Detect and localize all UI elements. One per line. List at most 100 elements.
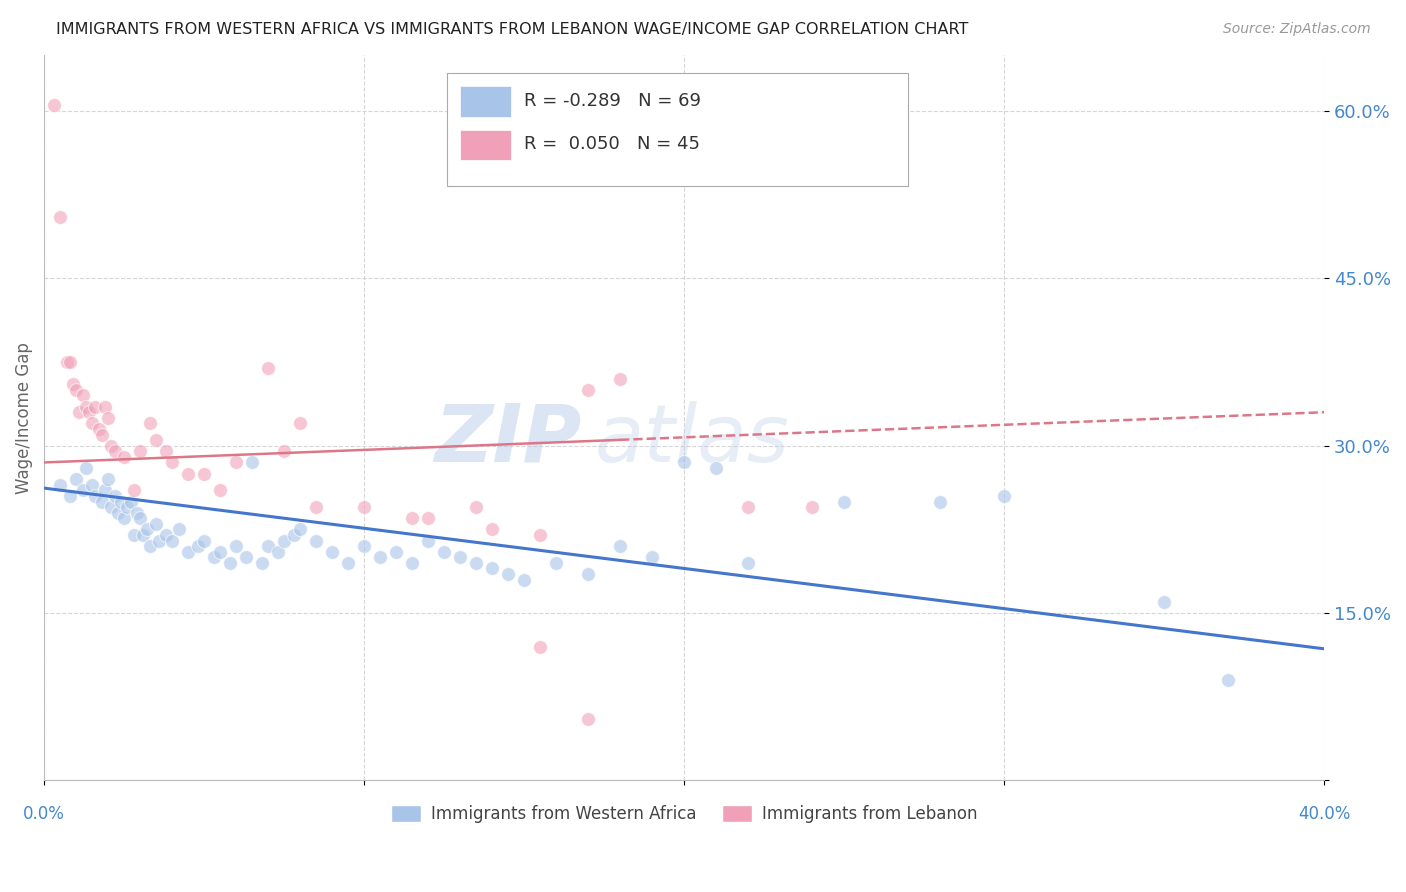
Text: 0.0%: 0.0% (22, 805, 65, 823)
Point (353, 500, 375, 514)
Y-axis label: Wage/Income Gap: Wage/Income Gap (15, 342, 32, 494)
Point (148, 533, 170, 548)
Point (112, 450, 135, 464)
Point (218, 556, 240, 570)
Point (100, 439, 122, 453)
Point (209, 545, 232, 559)
Point (353, 539, 375, 553)
Point (94, 400, 117, 414)
Point (416, 533, 439, 548)
Point (90, 427, 112, 442)
Point (160, 455, 183, 469)
Point (155, 444, 177, 458)
Point (77, 405, 100, 419)
Point (529, 528, 551, 542)
Point (368, 550, 391, 565)
Point (993, 489, 1015, 503)
Point (641, 550, 664, 565)
Point (337, 556, 360, 570)
Point (59, 489, 82, 503)
Point (138, 417, 160, 431)
Point (273, 533, 295, 548)
Point (135, 522, 157, 536)
Point (288, 522, 311, 536)
Point (125, 506, 148, 520)
Point (193, 533, 215, 548)
Point (283, 528, 305, 542)
Point (704, 461, 727, 475)
Point (138, 539, 160, 553)
Point (117, 500, 139, 514)
Point (59, 355, 82, 369)
Point (87, 422, 110, 436)
Point (120, 494, 142, 508)
Point (193, 467, 215, 481)
Text: atlas: atlas (595, 401, 789, 479)
Point (145, 516, 167, 531)
Point (273, 444, 295, 458)
Point (209, 483, 232, 498)
Text: 40.0%: 40.0% (1298, 805, 1350, 823)
Point (90, 494, 112, 508)
Point (202, 550, 225, 565)
Point (65, 383, 87, 397)
Point (513, 573, 536, 587)
Point (155, 528, 177, 542)
Point (465, 500, 488, 514)
Point (385, 545, 408, 559)
FancyBboxPatch shape (460, 87, 512, 117)
Point (82, 417, 104, 431)
Point (576, 712, 599, 726)
Point (94, 483, 117, 498)
Point (546, 556, 568, 570)
Point (929, 494, 952, 508)
Point (496, 567, 519, 582)
Point (49, 477, 72, 491)
Point (72, 483, 94, 498)
Point (103, 444, 125, 458)
Point (42, 98, 65, 112)
Point (177, 467, 200, 481)
Text: Source: ZipAtlas.com: Source: ZipAtlas.com (1223, 22, 1371, 37)
Point (288, 417, 311, 431)
Point (62, 377, 84, 392)
FancyBboxPatch shape (460, 130, 512, 161)
Point (305, 533, 328, 548)
Point (737, 556, 759, 570)
Point (401, 511, 423, 525)
Point (72, 388, 94, 402)
Point (129, 444, 152, 458)
Text: IMMIGRANTS FROM WESTERN AFRICA VS IMMIGRANTS FROM LEBANON WAGE/INCOME GAP CORREL: IMMIGRANTS FROM WESTERN AFRICA VS IMMIGR… (56, 22, 969, 37)
Legend: Immigrants from Western Africa, Immigrants from Lebanon: Immigrants from Western Africa, Immigran… (391, 805, 977, 823)
Point (1218, 673, 1240, 687)
Point (449, 550, 471, 565)
Point (75, 400, 97, 414)
Point (84, 489, 107, 503)
Point (177, 545, 200, 559)
Point (97, 472, 120, 486)
Text: R =  0.050   N = 45: R = 0.050 N = 45 (524, 136, 700, 153)
Point (167, 522, 190, 536)
Point (416, 511, 439, 525)
Point (160, 533, 183, 548)
Point (187, 539, 209, 553)
Point (97, 410, 120, 425)
Point (609, 372, 631, 386)
Point (84, 400, 107, 414)
Text: ZIP: ZIP (434, 401, 582, 479)
Point (129, 511, 152, 525)
Point (609, 539, 631, 553)
Point (801, 500, 824, 514)
Point (401, 556, 423, 570)
Point (576, 567, 599, 582)
Point (110, 494, 132, 508)
Point (465, 556, 488, 570)
Point (240, 455, 263, 469)
Point (67, 405, 90, 419)
Point (103, 489, 125, 503)
Point (1153, 595, 1175, 609)
Point (122, 528, 145, 542)
Point (225, 455, 247, 469)
Point (112, 511, 135, 525)
Point (481, 522, 503, 536)
